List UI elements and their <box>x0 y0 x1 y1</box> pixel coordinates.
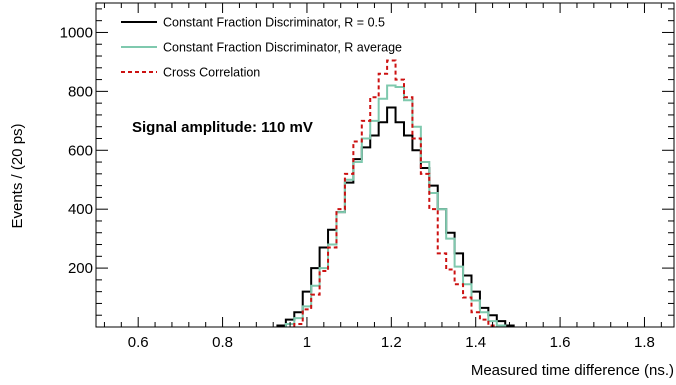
legend-entry-3: Cross Correlation <box>163 66 260 80</box>
y-tick-label: 200 <box>68 260 93 277</box>
legend-entry-2: Constant Fraction Discriminator, R avera… <box>163 41 402 55</box>
x-tick-label: 1.6 <box>550 334 571 351</box>
series-line-3 <box>293 59 498 327</box>
x-tick-label: 0.8 <box>212 334 233 351</box>
legend: Constant Fraction Discriminator, R = 0.5… <box>121 16 402 80</box>
y-tick-label: 1000 <box>60 24 93 41</box>
x-tick-label: 0.6 <box>128 334 149 351</box>
x-axis-label: Measured time difference (ns.) <box>471 362 674 379</box>
series-line-1 <box>276 106 515 327</box>
annotation-signal-amplitude: Signal amplitude: 110 mV <box>132 119 313 136</box>
axis-layer: 0.6 0.8 1 1.2 1.4 1.6 1.8 200 400 600 800 1000 <box>60 3 674 351</box>
x-tick-label: 1.2 <box>381 334 402 351</box>
series-line-2 <box>284 84 507 327</box>
x-tick-label: 1.4 <box>465 334 486 351</box>
series-layer <box>96 59 674 328</box>
y-axis-label: Events / (20 ps) <box>9 123 26 228</box>
y-tick-label: 800 <box>68 83 93 100</box>
x-tick-label: 1 <box>303 334 311 351</box>
y-tick-label: 600 <box>68 142 93 159</box>
x-tick-label: 1.8 <box>634 334 655 351</box>
legend-entry-1: Constant Fraction Discriminator, R = 0.5 <box>163 16 385 30</box>
y-tick-label: 400 <box>68 201 93 218</box>
